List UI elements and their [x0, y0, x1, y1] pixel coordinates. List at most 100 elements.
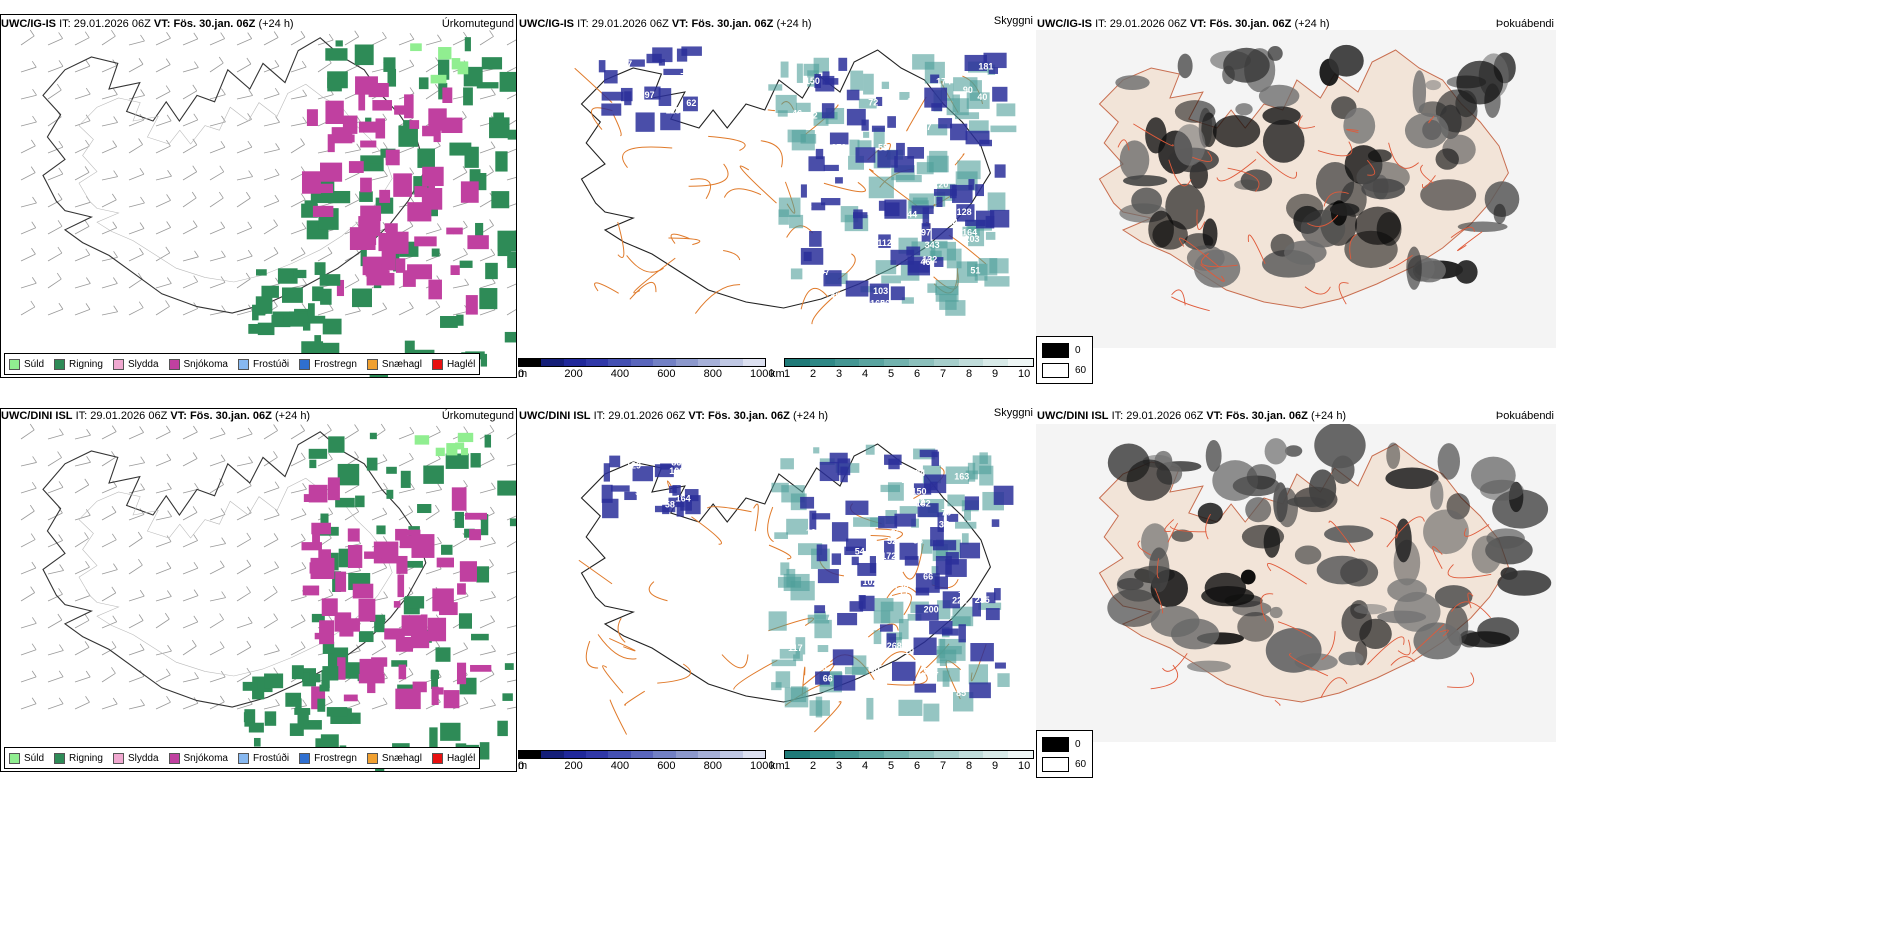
precip-type-map-row1 [20, 29, 516, 377]
ceiling-label: 343 [925, 240, 940, 250]
visibility-colorbar-row1: km 1 2 3 4 5 6 7 8 9 10 [770, 358, 1034, 380]
colorbar-tick: 6 [914, 368, 921, 380]
ceiling-label: 54 [855, 546, 865, 556]
ceiling-label: 118 [666, 105, 681, 115]
legend-swatch [112, 752, 124, 764]
ceiling-label: 235 [975, 595, 990, 605]
colorbar-tick: 200 [564, 368, 583, 380]
colorbar-gradient [518, 750, 766, 759]
legend-item: Haglél [431, 358, 475, 370]
colorbar-tick: 0 [518, 760, 525, 772]
fog-panel-row1 [1036, 30, 1556, 348]
visibility-colorbar-row2: km 1 2 3 4 5 6 7 8 9 10 [770, 750, 1034, 772]
ceiling-label: 70 [941, 507, 951, 517]
legend-item: Frostregn [299, 358, 357, 370]
ceiling-label: 51 [970, 266, 980, 276]
ceiling-label: 40 [977, 92, 987, 102]
visibility-map-row1: 9772674262118779055204181197128871127915… [574, 46, 1017, 325]
precip-type-legend: Súld Rigning Slydda Snjókoma Frostúði Frostre… [4, 353, 481, 375]
fog-legend-swatch [1042, 757, 1069, 772]
legend-swatch [431, 358, 443, 370]
ceiling-label: 544 [923, 667, 938, 677]
ceiling-label: 160 [870, 298, 885, 308]
ceiling-label: 81 [816, 265, 826, 275]
ceiling-label: 164 [962, 227, 977, 237]
legend-label: Rigning [69, 752, 103, 764]
legend-label: Snæhagl [381, 358, 422, 370]
legend-item: Frostregn [299, 752, 357, 764]
ceiling-label: 77 [899, 586, 909, 596]
ceiling-label: 160 [788, 235, 803, 245]
legend-swatch [54, 358, 66, 370]
legend-swatch [299, 752, 311, 764]
ceiling-label: 96 [891, 528, 901, 538]
visibility-title-row2: Skyggni [993, 407, 1033, 419]
colorbar-tick: 1000 [750, 760, 775, 772]
ceiling-label: 60 [984, 579, 994, 589]
visibility-title: Skyggni [993, 15, 1033, 27]
colorbar-tick: 600 [657, 760, 676, 772]
ceiling-label: 10 [904, 646, 914, 656]
ceiling-label: 308 [848, 634, 863, 644]
ceiling-label: 42 [808, 111, 818, 121]
ceiling-colorbar-row1: m 0 200 400 600 800 1000 [518, 358, 774, 380]
legend-item: Snjókoma [168, 358, 228, 370]
fog-legend-label: 60 [1075, 365, 1087, 376]
colorbar-tick: 2 [810, 760, 817, 772]
colorbar-tick: 9 [992, 368, 999, 380]
ceiling-label: 137 [917, 122, 932, 132]
legend-swatch [112, 358, 124, 370]
colorbar-tick: 4 [862, 760, 869, 772]
legend-label: Frostúði [252, 752, 290, 764]
ceiling-label: 26 [968, 627, 978, 637]
legend-label: Slydda [127, 358, 159, 370]
colorbar-tick: 10 [1018, 760, 1031, 772]
ceiling-label: 52 [887, 536, 897, 546]
ceiling-label: 182 [916, 499, 931, 509]
fog-legend-label: 60 [1075, 759, 1087, 770]
colorbar-tick: 5 [888, 760, 895, 772]
legend-item: Frostúði [237, 752, 290, 764]
fog-legend-row1: 0 60 [1036, 336, 1093, 384]
ceiling-label: 178 [893, 584, 908, 594]
precip-type-panel-row2: Súld Rigning Slydda Snjókoma Frostúði Frostre… [0, 408, 517, 772]
ceiling-label: 97 [645, 90, 655, 100]
ceiling-label: 120 [812, 663, 827, 673]
colorbar-tick: 8 [966, 760, 973, 772]
ceiling-label: 62 [686, 98, 696, 108]
precip-type-legend: Súld Rigning Slydda Snjókoma Frostúði Frostre… [4, 747, 481, 769]
ceiling-label: 128 [957, 207, 972, 217]
colorbar-tick: 7 [940, 760, 947, 772]
colorbar-tick: 1 [784, 368, 791, 380]
legend-label: Rigning [69, 358, 103, 370]
colorbar-tick: 400 [610, 760, 630, 772]
legend-label: Frostregn [314, 752, 357, 764]
ceiling-label: 58 [913, 535, 923, 545]
ceiling-label: 67 [622, 59, 632, 69]
fog-legend-label: 0 [1075, 345, 1081, 356]
fog-panel-row2 [1036, 424, 1556, 742]
ceiling-label: 103 [873, 286, 888, 296]
ceiling-label: 102 [863, 577, 878, 587]
ceiling-label: 86 [671, 457, 681, 467]
legend-label: Snjókoma [183, 752, 228, 764]
colorbar-tick: 0 [518, 368, 525, 380]
ceiling-colorbar-row2: m 0 200 400 600 800 1000 [518, 750, 774, 772]
ceiling-label: 72 [915, 497, 925, 507]
panel-title-row1-visibility: UWC/IG-IS IT: 29.01.2026 06Z VT: Fös. 30… [519, 18, 812, 30]
precip-type-map-row2 [20, 423, 516, 771]
colorbar-tick: 200 [564, 760, 583, 772]
legend-label: Frostregn [314, 358, 357, 370]
legend-item: Snjókoma [168, 752, 228, 764]
model-name: UWC/IG-IS [1, 18, 56, 30]
legend-swatch [237, 358, 249, 370]
ceiling-label: 58 [665, 499, 675, 509]
colorbar-tick: 3 [836, 368, 843, 380]
ceiling-label: 104 [806, 528, 821, 538]
ceiling-label: 66 [823, 673, 833, 683]
legend-item: Slydda [112, 358, 159, 370]
ceiling-label: 37 [939, 519, 949, 529]
legend-swatch [366, 752, 378, 764]
legend-label: Frostúði [252, 358, 290, 370]
ceiling-label: 150 [912, 486, 927, 496]
